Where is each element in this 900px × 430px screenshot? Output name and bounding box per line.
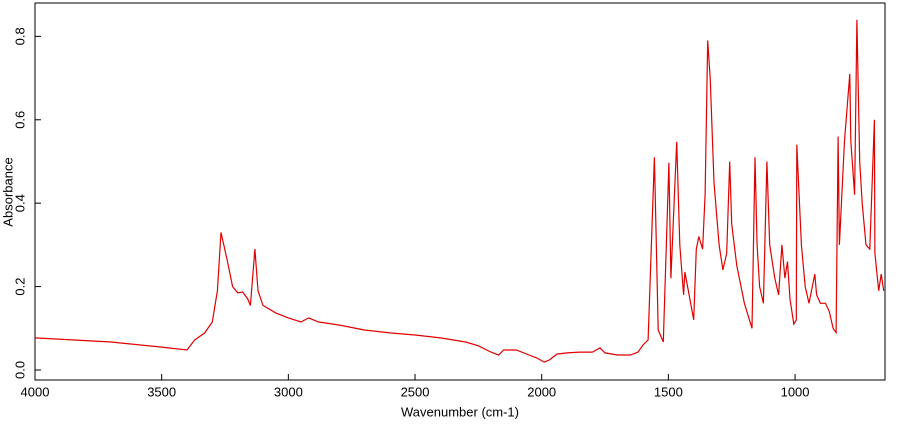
- plot-frame: [34, 2, 886, 381]
- x-tick-label: 4000: [21, 384, 50, 399]
- x-tick-label: 3000: [274, 384, 303, 399]
- y-tick-label: 0.2: [12, 278, 27, 296]
- x-axis-label: Wavenumber (cm-1): [401, 404, 519, 419]
- y-tick-label: 0.0: [12, 361, 27, 379]
- x-tick-label: 2500: [401, 384, 430, 399]
- spectrum-line: [34, 19, 885, 363]
- x-tick-label: 1500: [654, 384, 683, 399]
- x-tick-label: 3500: [147, 384, 176, 399]
- y-tick-label: 0.8: [12, 27, 27, 45]
- x-tick-label: 2000: [527, 384, 556, 399]
- y-tick-label: 0.4: [12, 194, 27, 212]
- y-axis-label: Absorbance: [0, 157, 15, 226]
- y-tick-label: 0.6: [12, 111, 27, 129]
- x-tick-label: 1000: [781, 384, 810, 399]
